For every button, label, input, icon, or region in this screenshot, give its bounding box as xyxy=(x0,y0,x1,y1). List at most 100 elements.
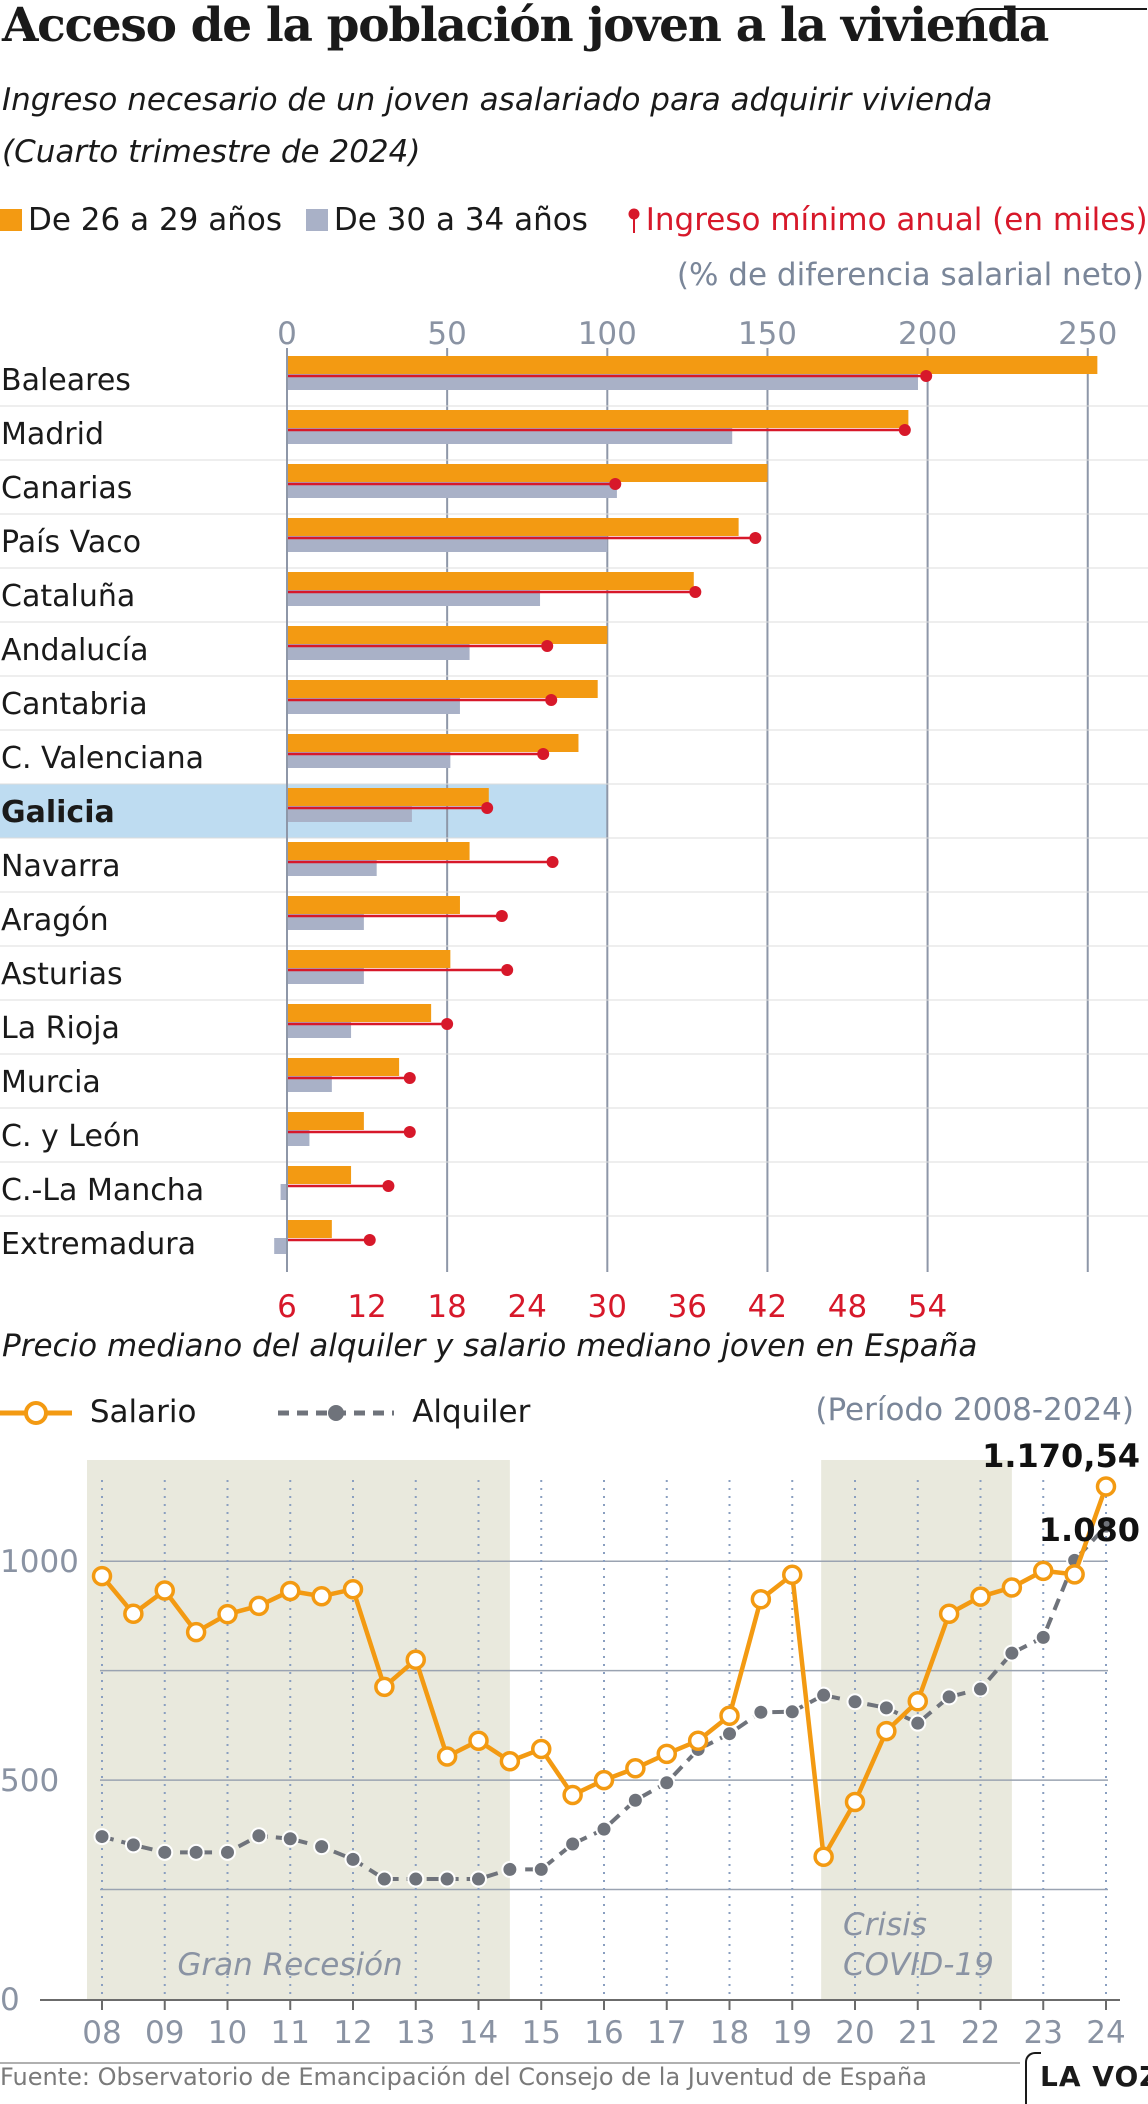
title-decoration xyxy=(965,8,1147,40)
salario-point xyxy=(499,1751,521,1772)
salario-point xyxy=(531,1738,552,1760)
bar-30-34 xyxy=(287,914,364,930)
salario-point xyxy=(938,1603,960,1624)
alquiler-point xyxy=(156,1843,174,1861)
x-tick-label: 22 xyxy=(961,2015,1000,2051)
legend-label-ingreso: Ingreso mínimo anual (en miles) xyxy=(645,201,1148,238)
line-chart: 08 09 10 11 12 13 14 15 16 17 18 19 20 21 22 23 24 0 500 10… xyxy=(0,1437,1140,2051)
bar-26-29 xyxy=(287,626,608,644)
x-tick-label: 18 xyxy=(710,2015,749,2051)
bar-26-29 xyxy=(287,734,579,752)
gran-recesion-label: Gran Recesión xyxy=(177,1947,402,1983)
bar-30-34 xyxy=(287,968,364,984)
salario-point xyxy=(876,1720,897,1742)
alquiler-point xyxy=(909,1714,927,1732)
category-label: Extremadura xyxy=(1,1227,196,1262)
bottom-axis-tick: 36 xyxy=(668,1289,707,1325)
x-tick-label: 17 xyxy=(647,2015,686,2051)
alquiler-point xyxy=(407,1870,425,1888)
bar-30-34 xyxy=(287,1022,352,1038)
salario-point xyxy=(248,1595,270,1617)
shaded-period xyxy=(87,1460,510,2000)
salario-point xyxy=(844,1791,866,1813)
legend-label-salario: Salario xyxy=(89,1393,197,1430)
salario-point xyxy=(593,1769,615,1791)
y-tick-label: 500 xyxy=(0,1763,59,1799)
bar-30-34 xyxy=(287,374,918,390)
top-axis-tick: 250 xyxy=(1058,316,1117,352)
ingreso-dot xyxy=(441,1018,454,1030)
category-label: Murcia xyxy=(1,1065,101,1100)
category-label: País Vaco xyxy=(1,525,141,560)
ingreso-dot xyxy=(546,856,559,868)
alquiler-point xyxy=(564,1835,582,1853)
category-label: Asturias xyxy=(1,957,123,992)
salario-point xyxy=(750,1589,772,1610)
legend-swatch-30-34 xyxy=(305,208,328,231)
top-axis-tick: 100 xyxy=(578,316,637,352)
bar-30-34 xyxy=(287,806,412,822)
top-axis-tick: 0 xyxy=(277,316,297,352)
salario-point xyxy=(719,1705,740,1726)
category-label: Andalucía xyxy=(1,633,149,668)
bar-26-29 xyxy=(287,410,909,428)
x-tick-label: 12 xyxy=(333,2015,372,2051)
alquiler-point xyxy=(595,1820,613,1838)
category-label: Navarra xyxy=(1,849,121,884)
y-tick-label: 0 xyxy=(0,1982,20,2018)
bar-26-29 xyxy=(287,842,470,860)
ingreso-dot xyxy=(920,370,933,382)
alquiler-point xyxy=(1097,1517,1115,1535)
salario-point xyxy=(970,1586,991,1607)
alquiler-point xyxy=(438,1870,456,1888)
bar-30-34 xyxy=(287,482,617,498)
top-axis-tick: 50 xyxy=(427,316,466,352)
alquiler-point xyxy=(501,1860,519,1878)
salario-point xyxy=(1095,1476,1117,1497)
brand-logo: LA VOZ xyxy=(1040,2060,1148,2093)
salario-point xyxy=(123,1603,144,1624)
bottom-axis-tick: 24 xyxy=(507,1289,546,1325)
bar-26-29 xyxy=(287,1112,364,1130)
x-tick-label: 13 xyxy=(396,2015,435,2051)
bar-30-34 xyxy=(287,590,541,606)
bar-chart: 0 50 100 150 200 250 6 12 18 24 30 36 42 48 54 Baleares… xyxy=(0,316,1148,1325)
salario-point xyxy=(154,1580,175,1601)
salario-point xyxy=(436,1746,458,1767)
bar-30-34 xyxy=(287,1130,310,1146)
salario-point xyxy=(374,1676,395,1698)
ingreso-dot xyxy=(501,964,514,976)
bottom-axis-tick: 18 xyxy=(427,1289,466,1325)
salario-point xyxy=(1033,1560,1054,1582)
alquiler-point xyxy=(124,1836,142,1854)
salario-point xyxy=(280,1580,301,1602)
bottom-axis-tick: 54 xyxy=(908,1289,947,1325)
bar-30-34 xyxy=(287,644,470,660)
ingreso-dot xyxy=(403,1126,416,1138)
x-tick-label: 15 xyxy=(522,2015,561,2051)
covid-label-line2: COVID-19 xyxy=(843,1947,994,1983)
bar-30-34 xyxy=(280,1184,287,1200)
bottom-axis-tick: 48 xyxy=(828,1289,867,1325)
alquiler-end-label: 1.080 xyxy=(1039,1511,1140,1549)
salario-point xyxy=(562,1784,583,1806)
legend-label-alquiler: Alquiler xyxy=(412,1393,531,1430)
chart-title: Acceso de la población joven a la vivien… xyxy=(2,0,1049,53)
salario-point xyxy=(1001,1577,1023,1598)
ingreso-dot xyxy=(898,424,911,436)
alquiler-point xyxy=(375,1870,393,1888)
x-tick-label: 08 xyxy=(82,2015,121,2051)
bar-30-34 xyxy=(287,536,608,552)
category-label: C. y León xyxy=(1,1119,140,1154)
alquiler-point xyxy=(532,1860,550,1878)
alquiler-point xyxy=(972,1680,989,1698)
salario-point xyxy=(217,1603,238,1625)
bar-30-34 xyxy=(287,752,451,768)
category-label: Canarias xyxy=(1,471,132,506)
category-label: Galicia xyxy=(1,795,115,830)
brand-decoration xyxy=(1025,2052,1041,2104)
x-tick-label: 10 xyxy=(208,2015,247,2051)
ingreso-dot xyxy=(541,640,554,652)
bar-30-34 xyxy=(287,428,733,444)
source-footer: Fuente: Observatorio de Emancipación del… xyxy=(0,2063,927,2091)
